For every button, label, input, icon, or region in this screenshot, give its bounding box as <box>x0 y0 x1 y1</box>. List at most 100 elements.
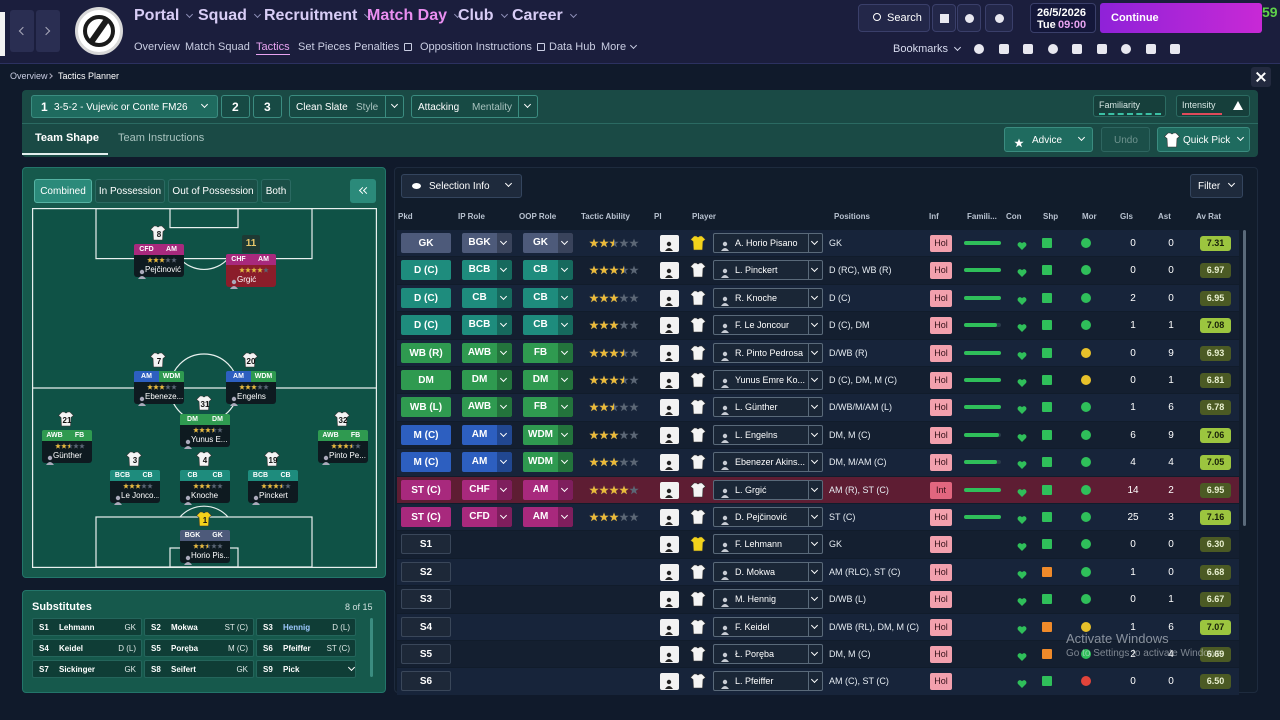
player-dropdown[interactable]: Ebenezer Akins... <box>713 452 823 473</box>
table-row[interactable]: S4 F. Keidel D/WB (RL), DM, M (C) Hol 1 6 7.07 <box>397 613 1239 640</box>
forward-button[interactable] <box>36 10 60 52</box>
table-row[interactable]: ST (C) CFD AM D. Pejčinović ST (C) Hol 25 3 7.16 <box>397 504 1239 531</box>
ip-role[interactable]: AWB <box>462 342 512 363</box>
ip-role[interactable]: AM <box>462 452 512 473</box>
pkd-button[interactable]: D (C) <box>401 287 451 308</box>
pi-button[interactable] <box>660 509 679 526</box>
view-tab[interactable]: Combined <box>34 179 92 203</box>
table-row[interactable]: DM DM DM Yunus Emre Ko... D (C), DM, M (C) Ho… <box>397 367 1239 394</box>
ip-role[interactable]: BCB <box>462 315 512 336</box>
subnav-item[interactable]: Opposition Instructions <box>420 41 545 53</box>
bookmark-icon[interactable] <box>1121 44 1131 54</box>
player-dropdown[interactable]: L. Pinckert <box>713 260 823 281</box>
nav-item[interactable]: Match Day <box>367 7 462 25</box>
player-card[interactable]: 31 DM DM Yunus E... <box>180 395 230 449</box>
close-button[interactable] <box>1251 67 1271 87</box>
pi-button[interactable] <box>660 673 679 691</box>
column-header[interactable]: Positions <box>834 212 871 221</box>
oop-role[interactable]: CB <box>523 260 573 281</box>
player-card[interactable]: 3 BCB CB Le Jonco... <box>110 451 160 505</box>
player-card[interactable]: 1 BGK GK Horio Pis... <box>180 511 230 565</box>
substitute-slot[interactable]: S3 Hennig D (L) <box>256 618 356 636</box>
nav-item[interactable]: Squad <box>198 7 261 25</box>
table-row[interactable]: S6 L. Pfeiffer AM (C), ST (C) Hol 0 0 6.50 <box>397 668 1239 695</box>
pkd-button[interactable]: S1 <box>401 534 451 555</box>
table-row[interactable]: M (C) AM WDM L. Engelns DM, M (C) Hol 6 9 7.06 <box>397 421 1239 449</box>
pi-button[interactable] <box>660 399 679 417</box>
table-row[interactable]: ST (C) CHF AM L. Grgić AM (R), ST (C) Int 14 2 6… <box>397 476 1239 503</box>
back-button[interactable] <box>10 10 34 52</box>
player-dropdown[interactable]: Ł. Poręba <box>713 644 823 664</box>
tactic-slot[interactable]: 3 <box>253 95 282 118</box>
pi-button[interactable] <box>660 591 679 609</box>
player-card[interactable]: 19 BCB CB Pinckert <box>248 451 298 505</box>
subnav-item[interactable]: Penalties <box>354 41 413 53</box>
table-row[interactable]: S3 M. Hennig D/WB (L) Hol 0 1 6.67 <box>397 586 1239 613</box>
ip-role[interactable]: BCB <box>462 260 512 281</box>
pi-button[interactable] <box>660 317 679 335</box>
style-dropdown[interactable]: Clean Slate Style <box>289 95 404 118</box>
pkd-button[interactable]: S2 <box>401 561 451 582</box>
bookmarks[interactable]: Bookmarks <box>893 43 962 55</box>
player-card[interactable]: 7 AM WDM Ebeneze... <box>134 352 184 406</box>
oop-role[interactable]: WDM <box>523 424 573 445</box>
player-dropdown[interactable]: M. Hennig <box>713 589 823 610</box>
quick-pick-button[interactable]: Quick Pick <box>1157 127 1250 152</box>
subnav-item[interactable]: Data Hub <box>549 41 595 53</box>
table-row[interactable]: M (C) AM WDM Ebenezer Akins... DM, M/AM (C) H… <box>397 449 1239 476</box>
column-header[interactable]: Mor <box>1082 212 1097 221</box>
column-header[interactable]: Con <box>1006 212 1022 221</box>
toolbar-icon[interactable] <box>985 4 1013 32</box>
pkd-button[interactable]: M (C) <box>401 424 451 445</box>
mentality-dropdown[interactable]: Attacking Mentality <box>411 95 538 118</box>
pi-button[interactable] <box>660 426 679 444</box>
ip-role[interactable]: BGK <box>462 233 512 253</box>
table-row[interactable]: S5 Ł. Poręba DM, M (C) Hol 2 4 6.69 <box>397 641 1239 668</box>
subnav-item[interactable]: Overview <box>134 41 180 53</box>
substitute-slot[interactable]: S7 Sickinger GK <box>32 660 142 678</box>
tactic-slot[interactable]: 2 <box>221 95 250 118</box>
table-row[interactable]: S1 F. Lehmann GK Hol 0 0 6.30 <box>397 531 1239 558</box>
pkd-button[interactable]: D (C) <box>401 315 451 336</box>
filter-button[interactable]: Filter <box>1190 174 1243 198</box>
continue-button[interactable]: Continue <box>1100 3 1262 33</box>
substitute-slot[interactable]: S6 Pfeiffer ST (C) <box>256 639 356 657</box>
column-header[interactable]: Av Rat <box>1196 212 1222 221</box>
column-header[interactable]: OOP Role <box>519 212 557 221</box>
pkd-button[interactable]: S3 <box>401 589 451 610</box>
column-header[interactable]: Pkd <box>398 212 413 221</box>
pi-button[interactable] <box>660 235 679 252</box>
pkd-button[interactable]: S4 <box>401 616 451 637</box>
nav-item[interactable]: Career <box>512 7 577 25</box>
player-dropdown[interactable]: F. Keidel <box>713 616 823 637</box>
pkd-button[interactable]: M (C) <box>401 452 451 473</box>
tactic-slot[interactable]: 1 3-5-2 - Vujevic or Conte FM26 <box>31 95 218 118</box>
player-dropdown[interactable]: R. Knoche <box>713 287 823 308</box>
column-header[interactable]: Ast <box>1158 212 1171 221</box>
pi-button[interactable] <box>660 344 679 362</box>
pi-button[interactable] <box>660 563 679 581</box>
oop-role[interactable]: DM <box>523 370 573 390</box>
subnav-item[interactable]: Set Pieces <box>298 41 351 53</box>
table-row[interactable]: GK BGK GK A. Horio Pisano GK Hol 0 0 7.31 <box>397 230 1239 257</box>
pi-button[interactable] <box>660 289 679 307</box>
view-tab[interactable]: Out of Possession <box>168 179 258 203</box>
pkd-button[interactable]: DM <box>401 370 451 390</box>
bookmark-icon[interactable] <box>1145 44 1156 54</box>
ip-role[interactable]: CHF <box>462 479 512 500</box>
pkd-button[interactable]: S6 <box>401 671 451 692</box>
toolbar-icon[interactable] <box>957 4 981 32</box>
familiarity-box[interactable]: Familiarity <box>1093 95 1166 117</box>
pkd-button[interactable]: WB (R) <box>401 342 451 363</box>
oop-role[interactable]: AM <box>523 479 573 500</box>
pkd-button[interactable]: GK <box>401 233 451 253</box>
player-card[interactable]: 8 CFD AM Pejčinović <box>134 225 184 279</box>
pkd-button[interactable]: ST (C) <box>401 479 451 500</box>
player-dropdown[interactable]: L. Engelns <box>713 424 823 445</box>
player-dropdown[interactable]: L. Grgić <box>713 479 823 500</box>
player-card[interactable]: 4 CB CB Knoche <box>180 451 230 505</box>
oop-role[interactable]: CB <box>523 287 573 308</box>
oop-role[interactable]: FB <box>523 397 573 418</box>
oop-role[interactable]: FB <box>523 342 573 363</box>
nav-item[interactable]: Recruitment <box>264 7 372 25</box>
